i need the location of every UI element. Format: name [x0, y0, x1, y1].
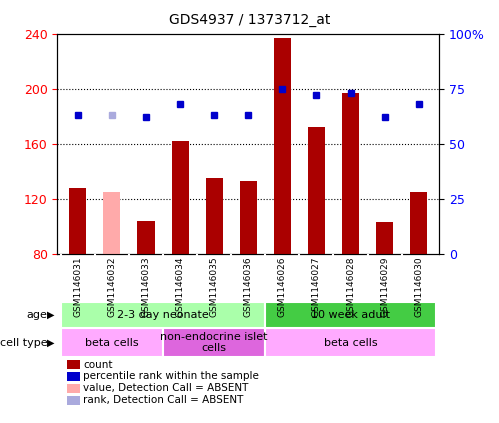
Text: GSM1146035: GSM1146035 — [210, 256, 219, 317]
Bar — [206, 178, 223, 254]
Text: GSM1146034: GSM1146034 — [176, 256, 185, 317]
Text: count: count — [83, 360, 113, 370]
Bar — [103, 192, 120, 254]
Text: GDS4937 / 1373712_at: GDS4937 / 1373712_at — [169, 13, 330, 27]
Bar — [342, 93, 359, 254]
Text: GSM1146029: GSM1146029 — [380, 256, 389, 317]
FancyBboxPatch shape — [61, 328, 163, 357]
Text: rank, Detection Call = ABSENT: rank, Detection Call = ABSENT — [83, 395, 244, 405]
Bar — [274, 38, 291, 254]
Text: GSM1146033: GSM1146033 — [142, 256, 151, 317]
Text: percentile rank within the sample: percentile rank within the sample — [83, 371, 259, 382]
Text: ▶: ▶ — [47, 310, 55, 320]
Text: value, Detection Call = ABSENT: value, Detection Call = ABSENT — [83, 383, 249, 393]
Text: beta cells: beta cells — [85, 338, 139, 348]
Bar — [138, 221, 155, 254]
Text: cell type: cell type — [0, 338, 47, 348]
Text: 2-3 day neonate: 2-3 day neonate — [117, 310, 209, 320]
FancyBboxPatch shape — [61, 302, 265, 328]
Text: GSM1146031: GSM1146031 — [73, 256, 82, 317]
Text: 10 week adult: 10 week adult — [311, 310, 390, 320]
Bar — [69, 188, 86, 254]
Text: GSM1146036: GSM1146036 — [244, 256, 253, 317]
FancyBboxPatch shape — [163, 328, 265, 357]
Text: GSM1146026: GSM1146026 — [278, 256, 287, 317]
Text: GSM1146030: GSM1146030 — [414, 256, 423, 317]
Bar — [410, 192, 427, 254]
Bar — [308, 127, 325, 254]
FancyBboxPatch shape — [265, 302, 436, 328]
Text: GSM1146027: GSM1146027 — [312, 256, 321, 317]
Text: non-endocrine islet
cells: non-endocrine islet cells — [160, 332, 268, 354]
Text: ▶: ▶ — [47, 338, 55, 348]
FancyBboxPatch shape — [265, 328, 436, 357]
Text: age: age — [26, 310, 47, 320]
Bar — [240, 181, 257, 254]
Text: beta cells: beta cells — [324, 338, 377, 348]
Bar — [376, 222, 393, 254]
Bar — [172, 141, 189, 254]
Text: GSM1146028: GSM1146028 — [346, 256, 355, 317]
Text: GSM1146032: GSM1146032 — [107, 256, 116, 317]
